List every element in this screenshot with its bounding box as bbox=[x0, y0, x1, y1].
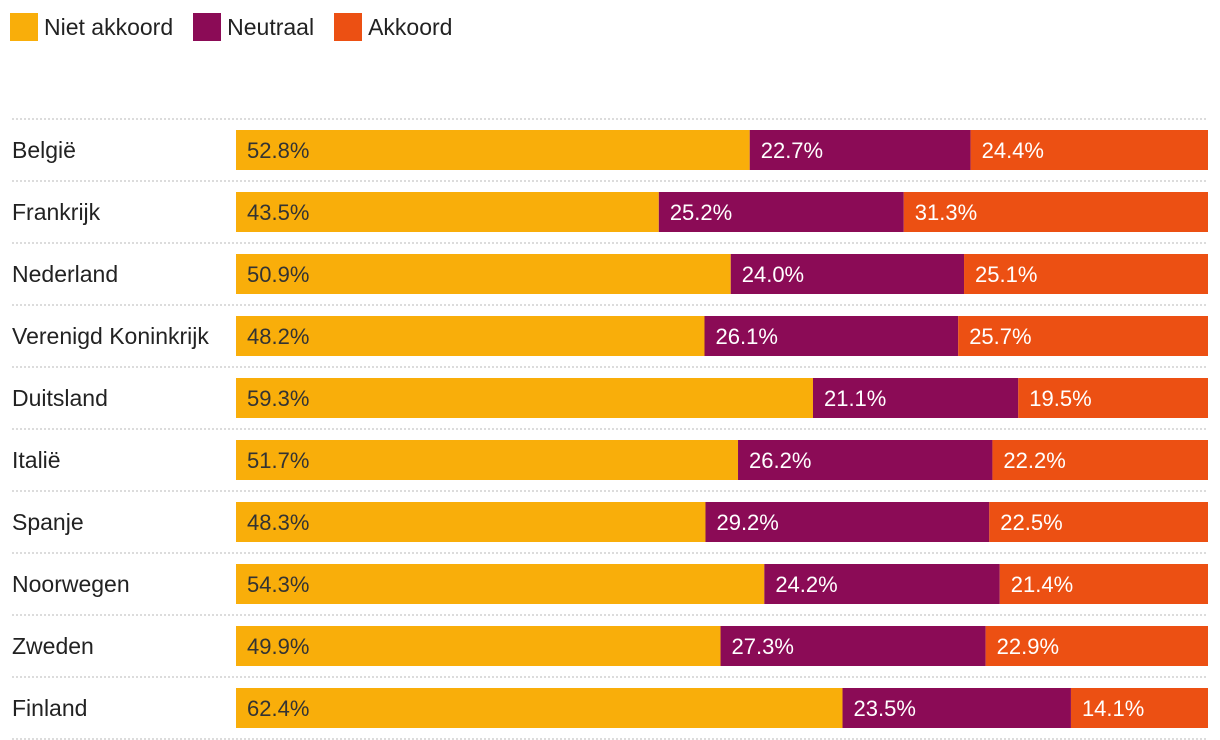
category-label-italie: Italië bbox=[12, 447, 61, 473]
bar-niet-akkoord-verenigd-koninkrijk bbox=[236, 316, 705, 356]
legend-swatch-neutraal bbox=[193, 13, 222, 41]
bar-niet-akkoord-finland bbox=[236, 688, 843, 728]
bar-value-label: 14.1% bbox=[1082, 696, 1144, 721]
bar-niet-akkoord-frankrijk bbox=[236, 192, 659, 232]
legend: Niet akkoord Neutraal Akkoord bbox=[10, 12, 472, 42]
bar-akkoord-verenigd-koninkrijk bbox=[958, 316, 1208, 356]
legend-label: Neutraal bbox=[227, 13, 315, 40]
bar-value-label: 26.2% bbox=[749, 448, 811, 473]
bar-value-label: 22.9% bbox=[997, 634, 1059, 659]
bar-akkoord-finland bbox=[1070, 688, 1208, 728]
bar-value-label: 31.3% bbox=[915, 200, 977, 225]
bar-value-label: 54.3% bbox=[247, 572, 309, 597]
bar-niet-akkoord-duitsland bbox=[236, 378, 813, 418]
bar-value-label: 25.2% bbox=[670, 200, 732, 225]
bar-akkoord-nederland bbox=[964, 254, 1208, 294]
legend-item-akkoord: Akkoord bbox=[334, 13, 452, 41]
legend-item-niet-akkoord: Niet akkoord bbox=[10, 13, 173, 41]
bar-niet-akkoord-noorwegen bbox=[236, 564, 765, 604]
bar-value-label: 25.1% bbox=[975, 262, 1037, 287]
legend-label: Akkoord bbox=[368, 13, 453, 40]
bar-value-label: 29.2% bbox=[716, 510, 778, 535]
bar-value-label: 62.4% bbox=[247, 696, 309, 721]
category-label-nederland: Nederland bbox=[12, 261, 118, 287]
bar-value-label: 51.7% bbox=[247, 448, 309, 473]
bar-value-label: 49.9% bbox=[247, 634, 309, 659]
bar-akkoord-italie bbox=[992, 440, 1208, 480]
bar-value-label: 50.9% bbox=[247, 262, 309, 287]
bar-value-label: 26.1% bbox=[716, 324, 778, 349]
bar-value-label: 24.4% bbox=[982, 138, 1044, 163]
bar-akkoord-noorwegen bbox=[999, 564, 1208, 604]
bar-neutraal-italie bbox=[738, 440, 993, 480]
bar-neutraal-verenigd-koninkrijk bbox=[704, 316, 959, 356]
category-label-frankrijk: Frankrijk bbox=[12, 199, 101, 225]
bar-value-label: 22.7% bbox=[761, 138, 823, 163]
bar-value-label: 59.3% bbox=[247, 386, 309, 411]
bar-akkoord-zweden bbox=[985, 626, 1208, 666]
bar-value-label: 27.3% bbox=[732, 634, 794, 659]
bar-akkoord-spanje bbox=[989, 502, 1208, 542]
bar-value-label: 25.7% bbox=[969, 324, 1031, 349]
bar-niet-akkoord-nederland bbox=[236, 254, 731, 294]
bar-value-label: 23.5% bbox=[854, 696, 916, 721]
legend-label: Niet akkoord bbox=[44, 13, 174, 40]
bar-value-label: 22.2% bbox=[1003, 448, 1065, 473]
category-label-zweden: Zweden bbox=[12, 633, 94, 659]
bar-value-label: 24.2% bbox=[775, 572, 837, 597]
bar-neutraal-noorwegen bbox=[764, 564, 1000, 604]
legend-item-neutraal: Neutraal bbox=[193, 13, 314, 41]
category-label-belgie: België bbox=[12, 137, 76, 163]
bar-akkoord-belgie bbox=[970, 130, 1208, 170]
bar-akkoord-frankrijk bbox=[903, 192, 1208, 232]
bar-neutraal-spanje bbox=[705, 502, 990, 542]
bar-neutraal-duitsland bbox=[812, 378, 1019, 418]
category-label-duitsland: Duitsland bbox=[12, 385, 108, 411]
category-label-spanje: Spanje bbox=[12, 509, 84, 535]
bar-neutraal-frankrijk bbox=[658, 192, 904, 232]
bar-neutraal-zweden bbox=[720, 626, 986, 666]
bar-value-label: 21.1% bbox=[824, 386, 886, 411]
legend-swatch-niet-akkoord bbox=[10, 13, 38, 41]
bar-value-label: 43.5% bbox=[247, 200, 309, 225]
bar-value-label: 52.8% bbox=[247, 138, 309, 163]
bar-value-label: 48.3% bbox=[247, 510, 309, 535]
legend-swatch-akkoord bbox=[334, 13, 363, 41]
bar-niet-akkoord-italie bbox=[236, 440, 739, 480]
bar-value-label: 21.4% bbox=[1011, 572, 1073, 597]
bar-niet-akkoord-spanje bbox=[236, 502, 706, 542]
bar-neutraal-finland bbox=[842, 688, 1071, 728]
category-label-noorwegen: Noorwegen bbox=[12, 571, 130, 597]
bar-niet-akkoord-belgie bbox=[236, 130, 750, 170]
category-label-finland: Finland bbox=[12, 695, 87, 721]
bar-value-label: 19.5% bbox=[1029, 386, 1091, 411]
bar-niet-akkoord-zweden bbox=[236, 626, 721, 666]
bar-akkoord-duitsland bbox=[1018, 378, 1208, 418]
category-label-verenigd-koninkrijk: Verenigd Koninkrijk bbox=[12, 323, 209, 349]
bar-value-label: 48.2% bbox=[247, 324, 309, 349]
bar-neutraal-nederland bbox=[730, 254, 965, 294]
bar-value-label: 24.0% bbox=[742, 262, 804, 287]
bar-value-label: 22.5% bbox=[1000, 510, 1062, 535]
bar-neutraal-belgie bbox=[749, 130, 971, 170]
